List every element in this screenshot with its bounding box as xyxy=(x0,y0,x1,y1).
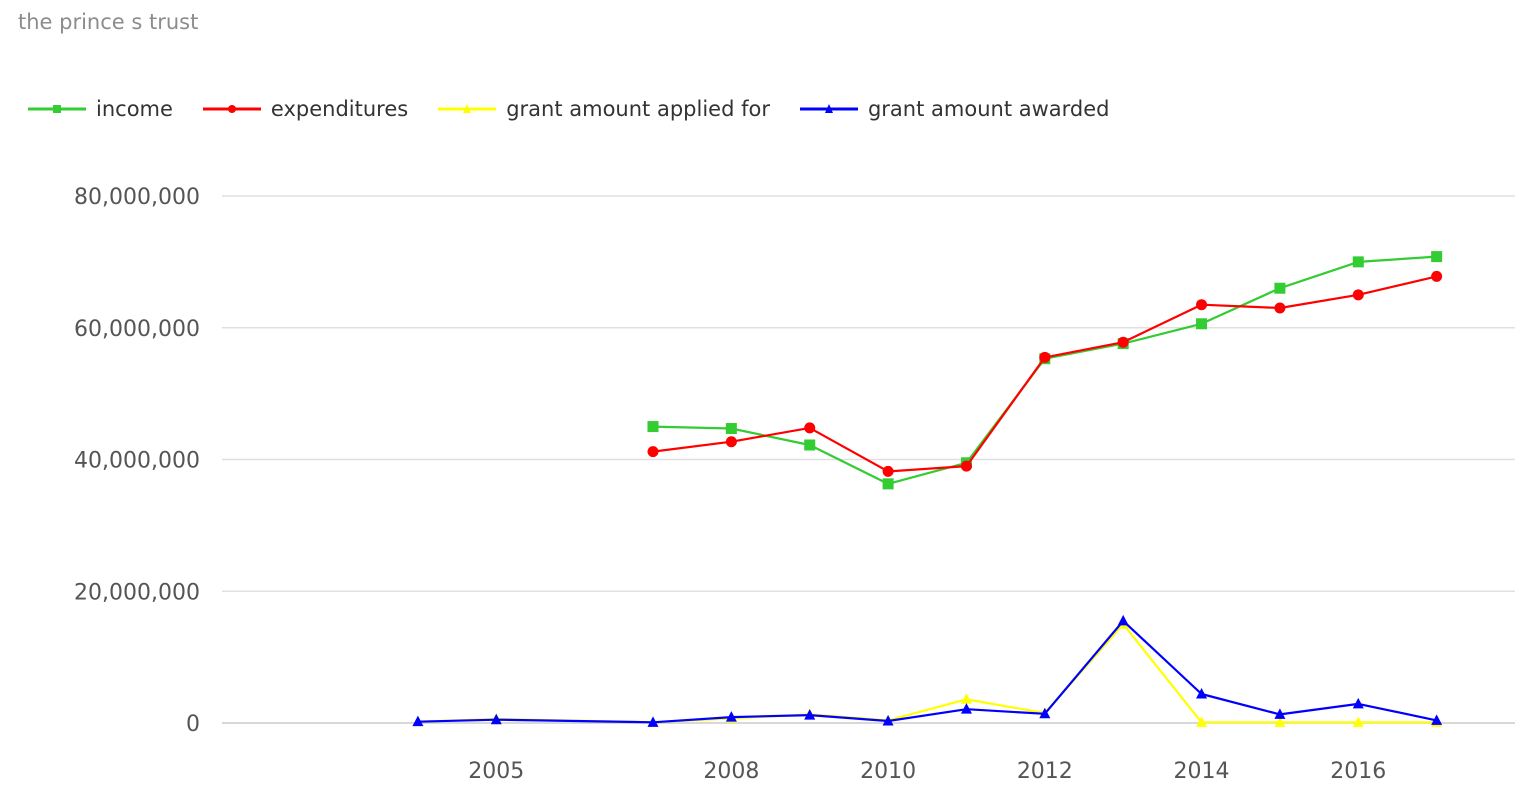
data-point xyxy=(1431,714,1443,725)
data-point xyxy=(804,709,816,720)
data-point xyxy=(1196,318,1208,330)
data-point xyxy=(960,693,972,704)
x-tick-label: 2010 xyxy=(860,759,916,784)
data-point xyxy=(960,460,972,472)
legend-swatch-icon xyxy=(202,105,261,113)
y-tick-label: 0 xyxy=(186,712,200,737)
legend-label: income xyxy=(96,97,173,121)
data-point xyxy=(1274,302,1286,314)
data-point xyxy=(804,422,816,434)
x-tick-label: 2005 xyxy=(468,759,524,784)
data-point xyxy=(882,478,894,490)
data-point xyxy=(647,446,659,458)
data-point xyxy=(1431,270,1443,282)
data-point xyxy=(1352,716,1364,727)
legend-item[interactable]: expenditures xyxy=(202,97,409,121)
series-line xyxy=(417,623,1437,724)
series-line xyxy=(652,255,1437,485)
legend-label: expenditures xyxy=(270,97,409,121)
data-point xyxy=(725,711,737,722)
y-tick-label: 20,000,000 xyxy=(74,580,200,605)
data-point xyxy=(882,465,894,477)
data-point xyxy=(804,439,816,451)
data-point xyxy=(1352,697,1364,709)
data-point xyxy=(1352,256,1364,268)
data-point xyxy=(1196,688,1208,699)
x-tick-label: 2012 xyxy=(1017,759,1073,784)
legend-label: grant amount awarded xyxy=(867,97,1110,121)
data-point xyxy=(1274,282,1286,294)
x-tick-label: 2014 xyxy=(1174,759,1230,784)
x-tick-label: 2016 xyxy=(1330,759,1386,784)
legend-item[interactable]: income xyxy=(28,97,173,121)
data-point xyxy=(1352,289,1364,301)
data-point xyxy=(490,713,502,725)
data-point xyxy=(1431,251,1443,263)
legend-swatch-icon xyxy=(799,104,858,113)
legend-swatch-icon xyxy=(28,105,86,113)
data-point xyxy=(647,716,659,727)
y-tick-label: 40,000,000 xyxy=(74,449,200,474)
y-tick-label: 60,000,000 xyxy=(74,317,200,342)
series-line xyxy=(652,275,1437,473)
data-point xyxy=(1117,336,1129,348)
data-point xyxy=(412,715,424,727)
legend-swatch-icon xyxy=(438,104,497,113)
data-point xyxy=(1196,716,1208,727)
data-point xyxy=(1039,351,1051,363)
chart-legend: income expenditures grant amount applied f… xyxy=(28,92,1139,126)
data-point xyxy=(725,423,737,435)
data-point xyxy=(960,703,972,714)
data-point xyxy=(647,421,659,433)
y-tick-label: 80,000,000 xyxy=(74,185,200,210)
data-point xyxy=(1274,716,1286,727)
legend-item[interactable]: grant amount applied for xyxy=(438,97,770,121)
legend-label: grant amount applied for xyxy=(506,97,770,121)
data-point xyxy=(1196,299,1208,311)
legend-item[interactable]: grant amount awarded xyxy=(799,97,1110,121)
data-point xyxy=(1039,707,1051,719)
data-point xyxy=(1274,708,1286,719)
x-tick-label: 2008 xyxy=(703,759,759,784)
chart-title: the prince s trust xyxy=(18,10,199,34)
data-point xyxy=(1117,614,1129,626)
series-line xyxy=(417,619,1437,724)
data-point xyxy=(725,436,737,448)
data-point xyxy=(882,715,894,726)
